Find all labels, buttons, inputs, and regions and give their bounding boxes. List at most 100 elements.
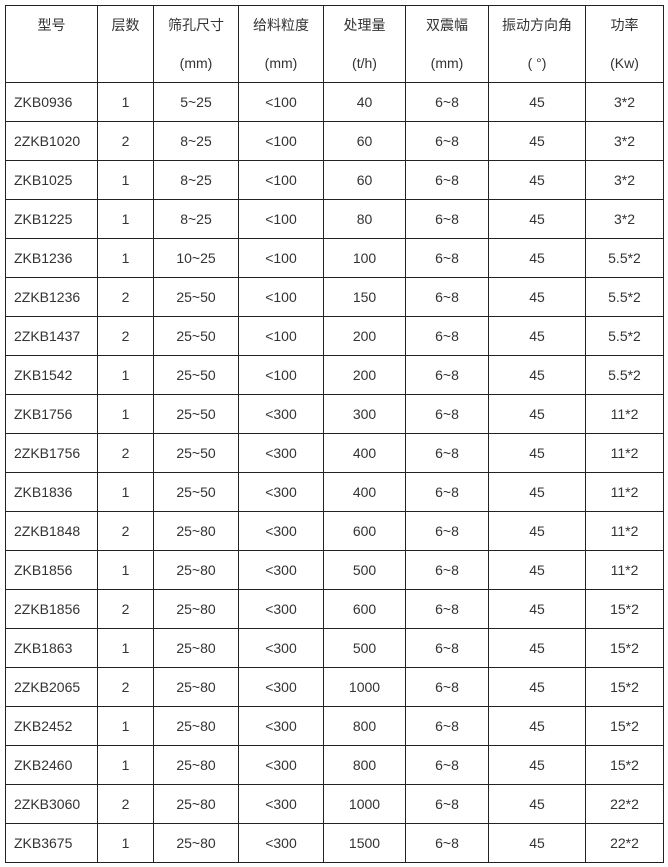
- table-row: 2ZKB1236 2 25~50 <100 150 6~8 45 5.5*2: [5, 277, 664, 317]
- table-row: 2ZKB1020 2 8~25 <100 60 6~8 45 3*2: [5, 121, 664, 161]
- table-cell: 200: [323, 355, 406, 395]
- table-cell: <100: [238, 277, 324, 317]
- header-label: 型号: [37, 17, 66, 33]
- table-cell: 45: [488, 394, 586, 434]
- table-cell: 6~8: [405, 823, 489, 863]
- table-cell: 6~8: [405, 277, 489, 317]
- spec-table: 型号 层数 筛孔尺寸 (mm) 给料粒度 (mm) 处理量 (t/h) 双震幅 (mm) 振动方向角…: [5, 5, 664, 863]
- header-label: 功率: [610, 17, 639, 33]
- header-unit: [6, 44, 97, 82]
- header-row: 型号 层数 筛孔尺寸 (mm) 给料粒度 (mm) 处理量 (t/h) 双震幅 (mm) 振动方向角…: [5, 5, 664, 83]
- table-cell: ZKB1856: [5, 550, 98, 590]
- table-row: 2ZKB1437 2 25~50 <100 200 6~8 45 5.5*2: [5, 316, 664, 356]
- table-cell: 40: [323, 82, 406, 122]
- table-cell: 1: [97, 160, 154, 200]
- table-row: ZKB1756 1 25~50 <300 300 6~8 45 11*2: [5, 394, 664, 434]
- table-cell: 45: [488, 199, 586, 239]
- table-cell: 1000: [323, 667, 406, 707]
- table-cell: ZKB1542: [5, 355, 98, 395]
- table-cell: 11*2: [585, 472, 664, 512]
- table-cell: 11*2: [585, 394, 664, 434]
- table-cell: <100: [238, 121, 324, 161]
- table-cell: 25~50: [153, 394, 239, 434]
- table-cell: 1: [97, 238, 154, 278]
- table-row: ZKB1542 1 25~50 <100 200 6~8 45 5.5*2: [5, 355, 664, 395]
- table-cell: 45: [488, 823, 586, 863]
- table-cell: 400: [323, 433, 406, 473]
- column-header: 筛孔尺寸 (mm): [153, 5, 239, 83]
- table-cell: 6~8: [405, 511, 489, 551]
- table-cell: <100: [238, 160, 324, 200]
- table-cell: 6~8: [405, 745, 489, 785]
- table-cell: ZKB1756: [5, 394, 98, 434]
- table-row: 2ZKB1856 2 25~80 <300 600 6~8 45 15*2: [5, 589, 664, 629]
- table-cell: 45: [488, 160, 586, 200]
- table-cell: 2: [97, 589, 154, 629]
- table-cell: 11*2: [585, 433, 664, 473]
- table-cell: 8~25: [153, 199, 239, 239]
- table-cell: <100: [238, 316, 324, 356]
- table-cell: 1000: [323, 784, 406, 824]
- table-cell: 6~8: [405, 82, 489, 122]
- header-label: 层数: [111, 17, 140, 33]
- table-cell: 6~8: [405, 160, 489, 200]
- table-cell: 1: [97, 355, 154, 395]
- table-cell: 15*2: [585, 706, 664, 746]
- header-label: 振动方向角: [502, 17, 572, 33]
- table-cell: <300: [238, 784, 324, 824]
- table-cell: ZKB1236: [5, 238, 98, 278]
- table-row: ZKB1025 1 8~25 <100 60 6~8 45 3*2: [5, 160, 664, 200]
- header-unit: ( °): [527, 55, 547, 71]
- column-header: 给料粒度 (mm): [238, 5, 324, 83]
- table-cell: ZKB1863: [5, 628, 98, 668]
- table-cell: <100: [238, 238, 324, 278]
- table-cell: 2ZKB1856: [5, 589, 98, 629]
- table-cell: 3*2: [585, 160, 664, 200]
- table-cell: 2: [97, 667, 154, 707]
- table-cell: 25~80: [153, 706, 239, 746]
- table-cell: 25~50: [153, 472, 239, 512]
- table-row: ZKB2460 1 25~80 <300 800 6~8 45 15*2: [5, 745, 664, 785]
- table-cell: 2: [97, 121, 154, 161]
- table-cell: 1: [97, 823, 154, 863]
- column-header: 处理量 (t/h): [323, 5, 406, 83]
- table-cell: 1: [97, 745, 154, 785]
- table-cell: ZKB1025: [5, 160, 98, 200]
- column-header: 功率 (Kw): [585, 5, 664, 83]
- table-cell: <100: [238, 199, 324, 239]
- table-cell: 45: [488, 550, 586, 590]
- header-unit: (t/h): [352, 55, 377, 71]
- table-cell: ZKB1836: [5, 472, 98, 512]
- table-cell: 2ZKB1756: [5, 433, 98, 473]
- table-cell: 600: [323, 589, 406, 629]
- table-cell: 2ZKB1236: [5, 277, 98, 317]
- table-row: ZKB1236 1 10~25 <100 100 6~8 45 5.5*2: [5, 238, 664, 278]
- table-cell: 2: [97, 277, 154, 317]
- table-cell: 2ZKB1437: [5, 316, 98, 356]
- table-cell: 5.5*2: [585, 355, 664, 395]
- table-cell: <100: [238, 355, 324, 395]
- table-cell: 60: [323, 160, 406, 200]
- table-cell: ZKB2452: [5, 706, 98, 746]
- table-cell: 80: [323, 199, 406, 239]
- table-cell: 45: [488, 784, 586, 824]
- table-cell: 6~8: [405, 550, 489, 590]
- table-row: 2ZKB1756 2 25~50 <300 400 6~8 45 11*2: [5, 433, 664, 473]
- table-cell: 3*2: [585, 199, 664, 239]
- table-cell: 45: [488, 121, 586, 161]
- table-cell: 200: [323, 316, 406, 356]
- table-cell: 15*2: [585, 667, 664, 707]
- table-cell: 5.5*2: [585, 316, 664, 356]
- table-row: ZKB1836 1 25~50 <300 400 6~8 45 11*2: [5, 472, 664, 512]
- table-cell: 2: [97, 433, 154, 473]
- table-cell: 6~8: [405, 316, 489, 356]
- table-cell: 1500: [323, 823, 406, 863]
- table-cell: 1: [97, 628, 154, 668]
- table-cell: 1: [97, 394, 154, 434]
- table-cell: ZKB2460: [5, 745, 98, 785]
- table-cell: 25~80: [153, 628, 239, 668]
- header-label: 处理量: [343, 17, 386, 33]
- table-cell: 15*2: [585, 745, 664, 785]
- column-header: 振动方向角 ( °): [488, 5, 586, 83]
- table-cell: <300: [238, 745, 324, 785]
